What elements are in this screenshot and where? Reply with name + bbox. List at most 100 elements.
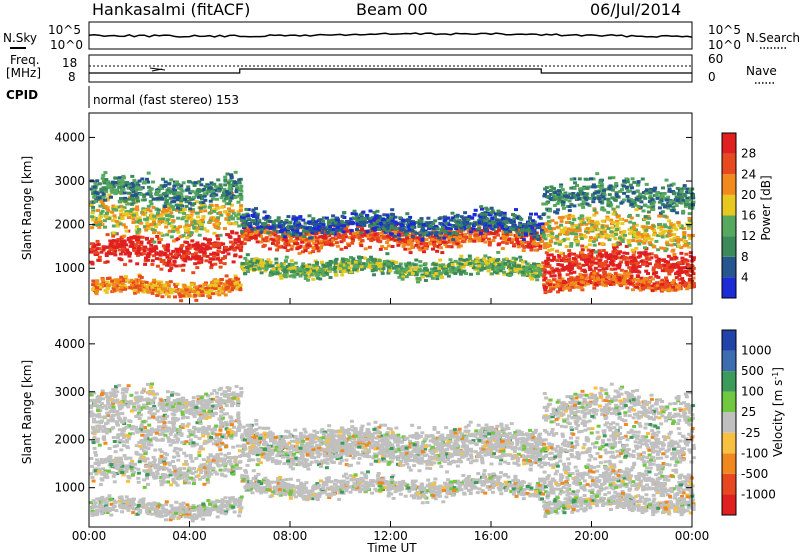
range-cell bbox=[314, 244, 318, 247]
range-cell bbox=[143, 246, 147, 249]
range-cell bbox=[223, 183, 227, 186]
range-cell bbox=[424, 262, 428, 265]
range-cell bbox=[423, 267, 427, 270]
range-cell bbox=[142, 252, 146, 255]
range-cell bbox=[463, 233, 467, 236]
range-cell bbox=[369, 210, 373, 213]
range-cell bbox=[193, 184, 197, 187]
range-cell bbox=[135, 231, 139, 234]
range-cell bbox=[283, 246, 287, 249]
range-cell bbox=[282, 266, 286, 269]
range-cell bbox=[122, 235, 126, 238]
range-cell bbox=[223, 176, 227, 179]
range-cell bbox=[554, 222, 558, 225]
range-cell bbox=[172, 219, 176, 222]
range-cell bbox=[209, 266, 213, 269]
range-cell bbox=[447, 232, 451, 235]
range-cell bbox=[159, 238, 163, 241]
range-cell bbox=[145, 178, 149, 181]
range-cell bbox=[401, 219, 405, 222]
range-cell bbox=[532, 242, 536, 245]
range-cell bbox=[188, 207, 192, 210]
range-cell bbox=[456, 242, 460, 245]
nave-tick-top: 60 bbox=[708, 52, 723, 66]
range-cell bbox=[646, 221, 650, 224]
range-cell bbox=[667, 255, 671, 258]
range-cell bbox=[594, 267, 598, 270]
range-cell bbox=[563, 260, 567, 263]
range-cell bbox=[225, 197, 229, 200]
range-cell bbox=[105, 291, 109, 294]
range-cell bbox=[495, 225, 499, 228]
range-cell bbox=[178, 225, 182, 228]
range-cell bbox=[202, 251, 206, 254]
range-cell bbox=[672, 263, 676, 266]
range-cell bbox=[169, 292, 173, 295]
range-cell bbox=[274, 258, 278, 261]
range-cell bbox=[435, 250, 439, 253]
range-cell bbox=[201, 243, 205, 246]
range-cell bbox=[278, 267, 282, 270]
range-cell bbox=[338, 267, 342, 270]
range-cell bbox=[473, 233, 477, 236]
range-cell bbox=[652, 245, 656, 248]
range-cell bbox=[214, 284, 218, 287]
range-cell bbox=[235, 232, 239, 235]
range-cell bbox=[480, 269, 484, 272]
range-cell bbox=[431, 222, 435, 225]
range-cell bbox=[484, 241, 488, 244]
range-cell bbox=[449, 219, 453, 222]
range-cell bbox=[263, 210, 267, 213]
range-cell bbox=[407, 262, 411, 265]
range-cell bbox=[533, 269, 537, 272]
range-cell bbox=[359, 231, 363, 234]
range-cell bbox=[185, 292, 189, 295]
range-cell bbox=[169, 211, 173, 214]
range-cell bbox=[440, 251, 444, 254]
range-cell bbox=[133, 235, 137, 238]
range-cell bbox=[98, 182, 102, 185]
range-cell bbox=[451, 263, 455, 266]
range-cell bbox=[269, 261, 273, 264]
range-cell bbox=[425, 238, 429, 241]
range-cell bbox=[204, 259, 208, 262]
range-cell bbox=[286, 249, 290, 252]
range-cell bbox=[433, 219, 437, 222]
range-cell bbox=[259, 231, 263, 234]
range-cell bbox=[521, 261, 525, 264]
range-cell bbox=[560, 259, 564, 262]
range-cell bbox=[491, 239, 495, 242]
range-cell bbox=[256, 240, 260, 243]
range-cell bbox=[346, 259, 350, 262]
range-cell bbox=[210, 263, 214, 266]
range-cell bbox=[473, 223, 477, 226]
range-cell bbox=[555, 235, 559, 238]
range-cell bbox=[239, 284, 243, 287]
range-cell bbox=[632, 264, 636, 267]
range-cell bbox=[94, 200, 98, 203]
range-cell bbox=[390, 238, 394, 241]
range-cell bbox=[321, 264, 325, 267]
range-cell bbox=[109, 186, 113, 189]
range-cell bbox=[229, 173, 233, 176]
range-cell bbox=[119, 197, 123, 200]
range-cell bbox=[178, 192, 182, 195]
range-cell bbox=[552, 227, 556, 230]
range-cell bbox=[603, 261, 607, 264]
range-cell bbox=[216, 237, 220, 240]
range-cell bbox=[389, 222, 393, 225]
range-cell bbox=[163, 285, 167, 288]
range-cell bbox=[359, 256, 363, 259]
range-cell bbox=[559, 252, 563, 255]
range-cell bbox=[531, 219, 535, 222]
range-cell bbox=[627, 266, 631, 269]
range-cell bbox=[121, 208, 125, 211]
range-cell bbox=[417, 246, 421, 249]
nsky-label: N.Sky bbox=[3, 31, 37, 45]
range-cell bbox=[263, 244, 267, 247]
range-cell bbox=[220, 278, 224, 281]
range-cell bbox=[223, 210, 227, 213]
range-cell bbox=[183, 241, 187, 244]
range-cell bbox=[249, 233, 253, 236]
range-cell bbox=[292, 234, 296, 237]
